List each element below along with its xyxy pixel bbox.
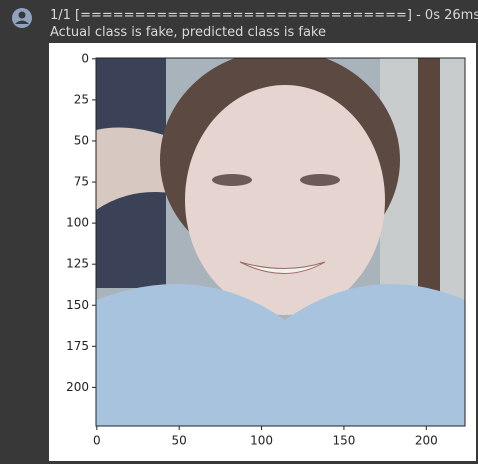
message-line: Actual class is fake, predicted class is… (50, 25, 326, 40)
y-tick-label: 200 (66, 380, 89, 394)
x-tick-label: 150 (332, 434, 355, 448)
y-tick-label: 0 (81, 51, 89, 65)
y-tick-label: 50 (74, 133, 89, 147)
x-tick-label: 50 (172, 434, 187, 448)
x-tick-label: 200 (415, 434, 438, 448)
y-tick-label: 175 (66, 339, 89, 353)
y-tick-label: 100 (66, 216, 89, 230)
y-tick-label: 75 (74, 175, 89, 189)
image (96, 58, 465, 426)
progress-line: 1/1 [==============================] - 0… (50, 8, 478, 23)
y-tick-label: 25 (74, 92, 89, 106)
x-tick-label: 100 (250, 434, 273, 448)
y-tick-label: 125 (66, 257, 89, 271)
user-icon (12, 8, 32, 28)
x-tick-label: 0 (93, 434, 101, 448)
axes-frame (95, 57, 466, 427)
y-tick-label: 150 (66, 298, 89, 312)
